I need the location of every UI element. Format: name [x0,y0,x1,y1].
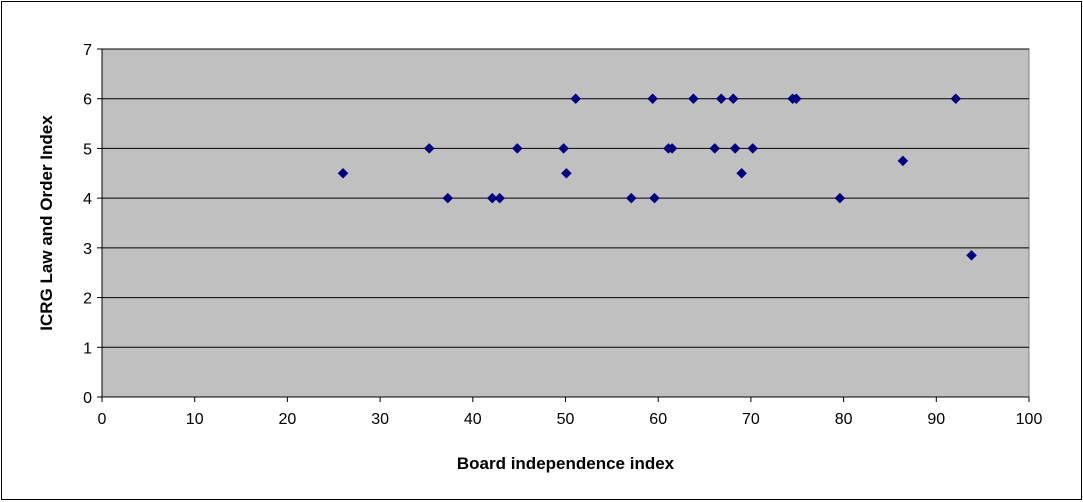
y-tick-label: 5 [83,141,92,158]
data-point [442,192,454,204]
data-point [511,143,523,154]
data-point [790,93,802,105]
data-point [727,93,739,105]
data-point [561,167,572,179]
x-tick-label: 40 [464,411,482,428]
y-tick-label: 0 [83,390,92,407]
y-tick-label: 7 [83,42,92,59]
data-point [729,143,741,154]
plot-area [101,48,1030,398]
data-point [715,93,727,105]
y-tick-label: 1 [83,340,92,357]
data-point [747,143,759,154]
data-points [337,93,977,261]
y-tick-label: 4 [83,191,92,208]
data-point [486,192,498,204]
x-tick-label: 100 [1016,411,1043,428]
axes [97,48,1030,402]
data-point [966,249,977,261]
data-point [494,192,506,204]
data-point [558,143,569,154]
x-tick-label: 80 [835,411,853,428]
y-tick-label: 3 [83,241,92,258]
data-point [423,143,435,154]
x-axis-title: Board independence index [457,454,675,473]
x-tick-label: 30 [371,411,389,428]
y-tick-label: 2 [83,291,92,308]
data-point [709,143,721,154]
data-point [897,155,909,167]
x-tick-label: 70 [742,411,760,428]
data-point [649,192,660,204]
x-tick-label: 20 [279,411,297,428]
y-axis-title: ICRG Law and Order Index [37,115,56,331]
y-tick-label: 6 [83,92,92,109]
data-point [337,167,349,179]
data-point [625,192,637,204]
x-tick-label: 60 [649,411,667,428]
data-point [570,93,582,105]
x-tick-label: 10 [186,411,204,428]
data-point [736,167,747,179]
data-point [666,143,678,154]
data-point [647,93,658,105]
data-point [688,93,699,105]
data-point [834,192,846,204]
x-tick-label: 0 [98,411,107,428]
x-tick-label: 90 [927,411,945,428]
data-point [950,93,962,105]
x-tick-label: 50 [557,411,575,428]
